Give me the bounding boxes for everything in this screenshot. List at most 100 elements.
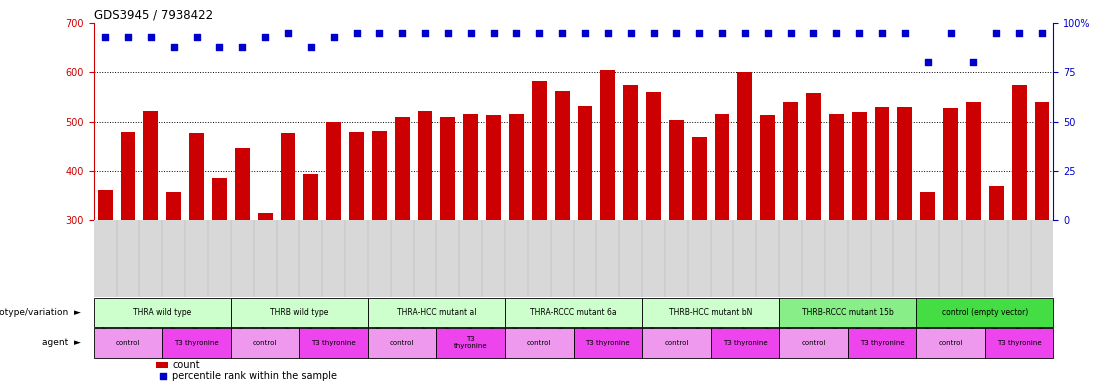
Text: THRA-HCC mutant al: THRA-HCC mutant al	[397, 308, 476, 317]
Bar	[738, 72, 752, 220]
Bar	[189, 133, 204, 220]
Point	[714, 30, 731, 36]
Point	[599, 30, 617, 36]
Bar	[418, 111, 432, 220]
Bar	[779, 298, 917, 327]
Text: control: control	[527, 340, 552, 346]
Bar	[943, 108, 959, 220]
Point	[416, 30, 433, 36]
Point	[554, 30, 571, 36]
Text: control: control	[253, 340, 277, 346]
Point	[188, 34, 205, 40]
Bar	[258, 214, 272, 220]
Point	[1034, 30, 1051, 36]
Bar	[505, 298, 642, 327]
Text: T3 thyronine: T3 thyronine	[997, 340, 1041, 346]
Text: GDS3945 / 7938422: GDS3945 / 7938422	[94, 9, 213, 22]
Bar	[1035, 103, 1049, 220]
Point	[279, 30, 297, 36]
Point	[439, 30, 457, 36]
Bar	[94, 298, 231, 327]
Bar	[372, 131, 387, 220]
Bar	[966, 102, 981, 220]
Point	[165, 44, 183, 50]
Bar	[162, 328, 231, 358]
Bar	[574, 328, 642, 358]
Point	[942, 30, 960, 36]
Point	[1010, 30, 1028, 36]
Text: THRB-RCCC mutant 15b: THRB-RCCC mutant 15b	[802, 308, 893, 317]
Text: control (empty vector): control (empty vector)	[942, 308, 1028, 317]
Point	[896, 30, 913, 36]
Text: T3 thyronine: T3 thyronine	[859, 340, 904, 346]
Bar	[299, 328, 368, 358]
Point	[234, 44, 251, 50]
Text: THRB-HCC mutant bN: THRB-HCC mutant bN	[668, 308, 752, 317]
Bar	[463, 114, 479, 220]
Bar	[486, 115, 501, 220]
Text: count: count	[172, 360, 200, 370]
Bar	[920, 192, 935, 220]
Bar	[917, 298, 1053, 327]
Bar	[779, 328, 848, 358]
Text: T3 thyronine: T3 thyronine	[174, 340, 218, 346]
Bar	[94, 328, 162, 358]
Point	[804, 30, 822, 36]
Bar	[852, 112, 867, 220]
Text: control: control	[116, 340, 140, 346]
Bar	[505, 328, 574, 358]
Point	[256, 34, 274, 40]
Text: percentile rank within the sample: percentile rank within the sample	[172, 371, 338, 381]
Bar	[917, 328, 985, 358]
Text: T3
thyronine: T3 thyronine	[454, 336, 488, 349]
Point	[690, 30, 708, 36]
Point	[302, 44, 320, 50]
Text: T3 thyronine: T3 thyronine	[722, 340, 768, 346]
Bar	[212, 178, 227, 220]
Point	[964, 60, 982, 66]
Bar	[368, 298, 505, 327]
Bar	[98, 190, 113, 220]
Text: THRB wild type: THRB wild type	[270, 308, 329, 317]
Point	[371, 30, 388, 36]
Point	[96, 34, 114, 40]
Bar	[280, 133, 296, 220]
Bar	[646, 91, 661, 220]
Bar	[783, 102, 799, 220]
Point	[919, 60, 936, 66]
Bar	[760, 115, 775, 220]
Point	[644, 30, 662, 36]
Bar	[875, 108, 889, 220]
Bar	[349, 132, 364, 220]
Point	[324, 34, 342, 40]
Bar	[437, 328, 505, 358]
Bar	[555, 91, 569, 220]
Point	[987, 30, 1005, 36]
Bar	[231, 298, 368, 327]
Point	[119, 34, 137, 40]
Point	[759, 30, 777, 36]
Bar	[157, 362, 168, 368]
Text: agent  ►: agent ►	[42, 338, 82, 348]
Text: genotype/variation  ►: genotype/variation ►	[0, 308, 82, 317]
Bar	[600, 70, 615, 220]
Point	[874, 30, 891, 36]
Bar	[167, 192, 181, 220]
Point	[154, 373, 172, 379]
Bar	[440, 117, 456, 220]
Point	[531, 30, 548, 36]
Point	[850, 30, 868, 36]
Point	[211, 44, 228, 50]
Bar	[985, 328, 1053, 358]
Bar	[395, 117, 409, 220]
Bar	[806, 93, 821, 220]
Text: THRA-RCCC mutant 6a: THRA-RCCC mutant 6a	[531, 308, 617, 317]
Point	[736, 30, 753, 36]
Text: control: control	[801, 340, 826, 346]
Point	[622, 30, 640, 36]
Bar	[642, 328, 710, 358]
Bar	[231, 328, 299, 358]
Point	[394, 30, 411, 36]
Point	[576, 30, 593, 36]
Bar	[848, 328, 917, 358]
